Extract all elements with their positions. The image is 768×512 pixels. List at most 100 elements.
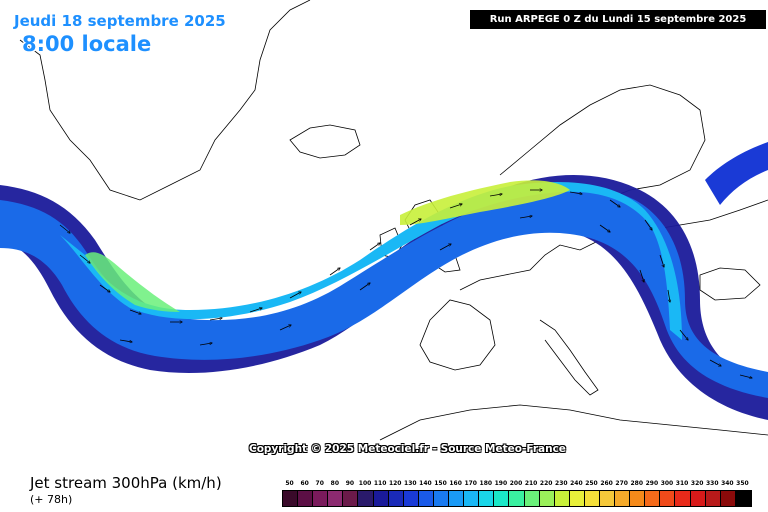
wind-arrow <box>644 219 652 230</box>
scale-value-label: 130 <box>404 480 417 487</box>
wind-arrow <box>659 254 664 267</box>
scale-swatch <box>373 491 389 506</box>
color-scale-labels: 50 60 70 80 90 100 110 120 130 140 150 160 170 180 190… <box>282 480 750 490</box>
scale-value-label: 320 <box>690 480 704 487</box>
wind-arrow <box>599 224 610 232</box>
jet-secondary-core <box>85 252 180 312</box>
scale-swatch <box>449 491 465 506</box>
scale-swatch <box>720 491 736 506</box>
scale-swatch <box>509 491 525 506</box>
scale-value-label: 200 <box>509 480 523 487</box>
scale-swatch <box>494 491 510 506</box>
jet-stream <box>0 142 768 420</box>
wind-arrow <box>329 268 340 276</box>
scale-value-label: 330 <box>705 480 719 487</box>
scale-value-label: 270 <box>615 480 628 487</box>
jet-max-core <box>400 180 570 225</box>
scale-value-label: 110 <box>373 480 387 487</box>
scale-value-label: 150 <box>434 480 447 487</box>
scale-swatch <box>615 491 631 506</box>
wind-arrow <box>519 216 532 219</box>
scale-swatch <box>343 491 359 506</box>
wind-arrow <box>489 194 502 197</box>
north-africa-coast <box>379 404 768 441</box>
scale-value-label: 240 <box>570 480 583 487</box>
scale-value-label: 300 <box>660 480 674 487</box>
scale-value-label: 350 <box>736 480 749 487</box>
scale-value-label: 120 <box>388 480 402 487</box>
scale-swatch <box>524 491 540 506</box>
scale-swatch <box>554 491 570 506</box>
wind-arrow <box>119 339 132 342</box>
scale-value-label: 190 <box>494 480 508 487</box>
wind-arrows <box>59 190 752 378</box>
scale-value-label: 310 <box>675 480 689 487</box>
scale-value-label: 80 <box>330 480 339 487</box>
scale-swatch <box>630 491 646 506</box>
scale-swatch <box>403 491 419 506</box>
iberia-coast <box>419 299 496 371</box>
italy-coast <box>539 319 599 396</box>
legend-title: Jet stream 300hPa (km/h) <box>30 474 222 492</box>
scale-swatch <box>388 491 404 506</box>
scale-value-label: 60 <box>300 480 309 487</box>
map-canvas <box>0 0 768 441</box>
wind-arrow <box>409 219 421 226</box>
wind-arrow <box>679 329 688 340</box>
europe-coast <box>459 199 768 291</box>
scale-value-label: 100 <box>358 480 372 487</box>
wind-arrow <box>209 318 222 321</box>
scale-swatch <box>313 491 329 506</box>
scale-value-label: 260 <box>600 480 613 487</box>
scale-value-label: 50 <box>285 480 294 487</box>
scale-value-label: 230 <box>555 480 568 487</box>
scale-swatch <box>645 491 661 506</box>
wind-arrow <box>709 359 721 366</box>
scale-swatch <box>358 491 374 506</box>
wind-arrow <box>359 283 370 291</box>
scale-swatch <box>660 491 676 506</box>
scale-swatch <box>328 491 344 506</box>
wind-arrow <box>439 244 451 251</box>
wind-arrow <box>609 199 620 207</box>
greenland-coast <box>19 0 311 201</box>
scale-swatch <box>283 491 299 506</box>
scale-value-label: 210 <box>524 480 538 487</box>
model-run-label: Run ARPEGE 0 Z du Lundi 15 septembre 202… <box>470 10 766 29</box>
jet-core-band <box>60 181 682 340</box>
scale-swatch <box>705 491 721 506</box>
wind-arrow <box>569 191 582 194</box>
scale-value-label: 70 <box>315 480 324 487</box>
forecast-time: 8:00 locale <box>22 32 152 56</box>
scale-swatch <box>735 491 751 506</box>
wind-arrow <box>99 284 110 292</box>
scale-swatch <box>569 491 585 506</box>
legend-subtitle: (+ 78h) <box>30 493 73 506</box>
scale-value-label: 170 <box>464 480 477 487</box>
wind-arrow <box>249 308 262 313</box>
color-scale-bar <box>282 490 752 507</box>
scale-value-label: 140 <box>419 480 432 487</box>
scale-swatch <box>599 491 616 506</box>
scale-value-label: 340 <box>721 480 734 487</box>
scale-swatch <box>584 491 600 506</box>
iceland-coast <box>289 124 361 159</box>
scale-value-label: 250 <box>585 480 598 487</box>
scale-swatch <box>464 491 480 506</box>
scale-swatch <box>418 491 434 506</box>
black-sea-coast <box>699 267 761 301</box>
wind-arrow <box>289 292 301 299</box>
copyright-notice: Copyright © 2025 Meteociel.fr - Source M… <box>249 443 566 455</box>
scale-value-label: 160 <box>449 480 462 487</box>
wind-arrow <box>667 289 670 302</box>
wind-arrow <box>639 269 644 282</box>
jet-east-arm <box>705 142 768 205</box>
jet-mid-band <box>0 186 768 398</box>
scale-swatch <box>433 491 450 506</box>
scale-swatch <box>690 491 706 506</box>
wind-arrow <box>369 243 380 251</box>
scale-value-label: 90 <box>345 480 355 487</box>
scale-swatch <box>479 491 495 506</box>
scale-swatch <box>298 491 314 506</box>
